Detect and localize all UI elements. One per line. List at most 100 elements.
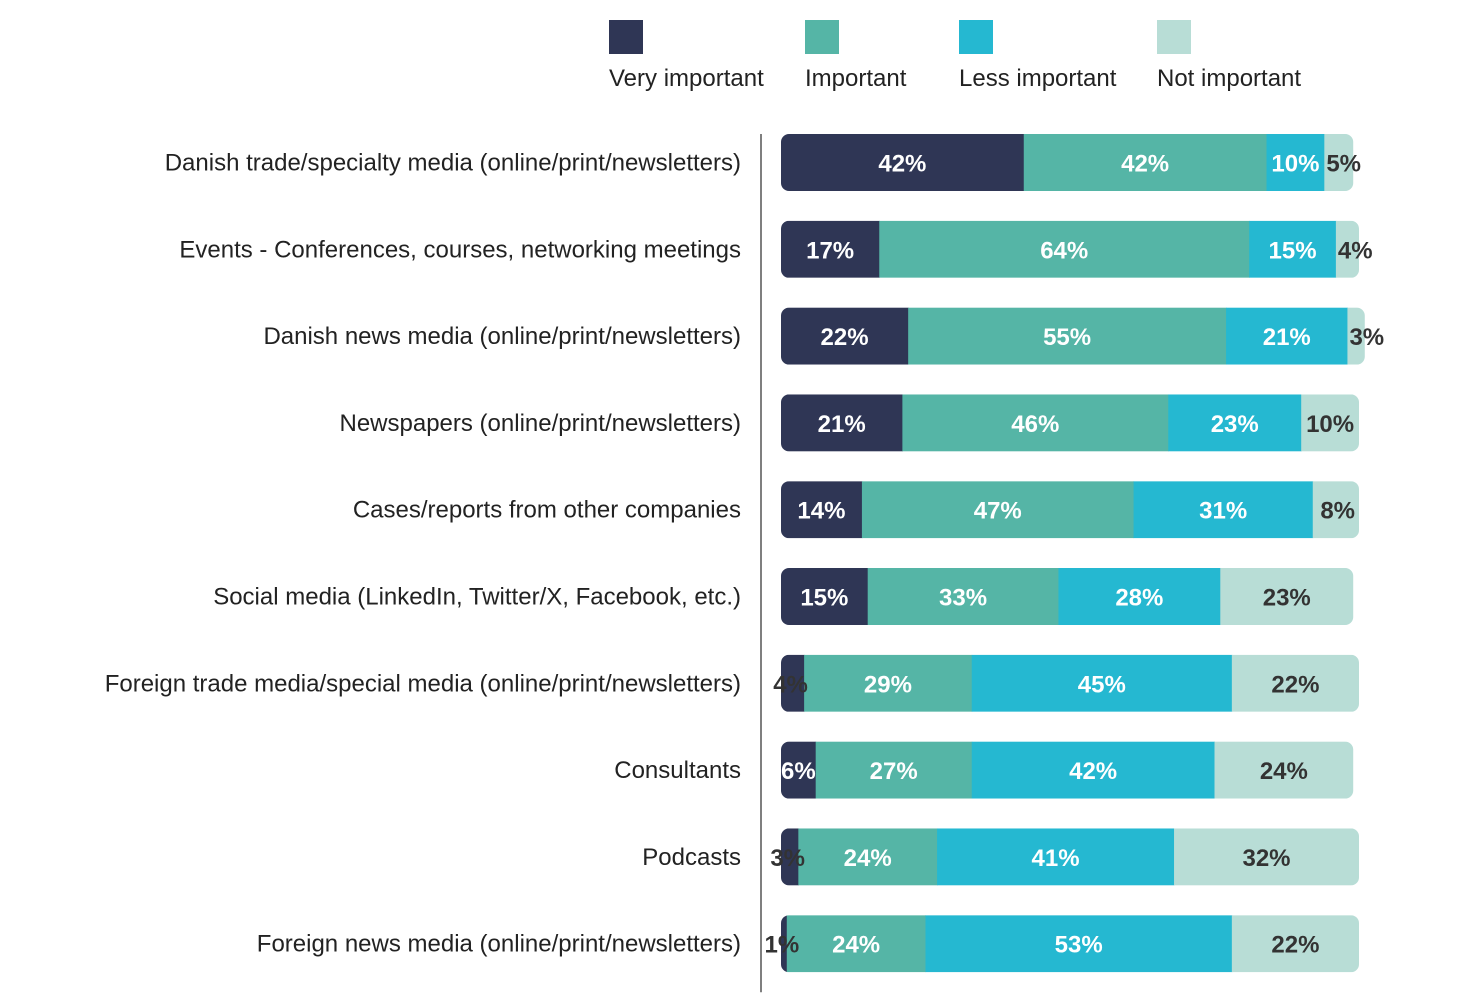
legend-item-very-important: Very important (609, 20, 764, 92)
legend-item-not-important: Not important (1157, 20, 1301, 92)
bar-row-foreign-trade-media-special-media-online-print-newsletters: Foreign trade media/special media (onlin… (105, 654, 1359, 712)
data-label-important: 27% (870, 758, 918, 785)
category-label: Foreign trade media/special media (onlin… (105, 670, 741, 697)
bar-segment-not-important (1174, 828, 1359, 886)
bar-segment-very-important (781, 481, 863, 539)
bar-segment-important (867, 568, 1059, 625)
bar-segment-not-important (1214, 741, 1354, 799)
data-label-less-important: 45% (1078, 671, 1126, 698)
data-label-less-important: 31% (1199, 498, 1247, 525)
category-label: Danish news media (online/print/newslett… (263, 323, 741, 350)
bar-segment-important (786, 915, 926, 973)
category-label: Danish trade/specialty media (online/pri… (165, 150, 741, 177)
data-label-less-important: 10% (1271, 151, 1319, 178)
bar-segment-not-important (1312, 481, 1359, 539)
bar-row-newspapers-online-print-newsletters: Newspapers (online/print/newsletters) 21%… (339, 394, 1359, 452)
data-label-very-important: 15% (800, 585, 848, 612)
bar-segment-very-important (781, 828, 799, 886)
bar-segments (781, 568, 1354, 625)
data-label-less-important: 28% (1115, 585, 1163, 612)
data-label-not-important: 5% (1326, 151, 1361, 178)
data-label-not-important: 4% (1338, 237, 1373, 264)
data-label-important: 24% (844, 845, 892, 872)
bar-segment-not-important (1231, 915, 1359, 973)
bar-segment-less-important (937, 828, 1175, 886)
bar-segments (781, 654, 1359, 712)
bar-row-cases-reports-from-other-companies: Cases/reports from other companies 14% 47%… (353, 481, 1359, 539)
bar-segment-important (1023, 134, 1268, 191)
bar-row-social-media-linkedin-twitter-x-facebook-etc: Social media (LinkedIn, Twitter/X, Faceb… (213, 568, 1354, 625)
legend-swatch (1157, 20, 1191, 54)
data-label-not-important: 32% (1242, 845, 1290, 872)
data-label-not-important: 23% (1263, 585, 1311, 612)
bar-segment-less-important (1133, 481, 1314, 539)
bar-row-danish-news-media-online-print-newsletters: Danish news media (online/print/newslett… (263, 307, 1384, 365)
data-label-very-important: 1% (765, 932, 800, 959)
data-label-not-important: 24% (1260, 758, 1308, 785)
category-label: Consultants (614, 757, 741, 784)
bar-segment-less-important (1266, 134, 1325, 191)
bar-segment-very-important (781, 741, 817, 799)
bar-segments (781, 134, 1354, 191)
bar-row-podcasts: Podcasts 3% 24% 41% 32% (642, 828, 1359, 886)
bar-segment-less-important (925, 915, 1233, 973)
bar-segment-less-important (1168, 394, 1302, 452)
bar-segment-very-important (781, 307, 909, 365)
bar-segments (781, 394, 1359, 452)
legend-swatch (805, 20, 839, 54)
bar-segments (781, 741, 1354, 799)
bar-segment-not-important (1347, 307, 1365, 365)
bar-segment-not-important (1231, 654, 1359, 712)
category-label: Social media (LinkedIn, Twitter/X, Faceb… (213, 584, 741, 611)
bar-segment-very-important (781, 654, 805, 712)
category-label: Events - Conferences, courses, networkin… (179, 236, 741, 263)
category-label: Foreign news media (online/print/newslet… (257, 931, 741, 958)
data-label-very-important: 17% (806, 237, 854, 264)
category-label: Cases/reports from other companies (353, 497, 741, 524)
data-label-less-important: 41% (1032, 845, 1080, 872)
bar-row-consultants: Consultants 6% 27% 42% 24% (614, 741, 1354, 799)
bar-segment-important (804, 654, 973, 712)
data-label-less-important: 15% (1269, 237, 1317, 264)
legend-item-important: Important (805, 20, 907, 92)
data-label-not-important: 22% (1271, 671, 1319, 698)
bar-segment-important (902, 394, 1169, 452)
data-label-important: 46% (1011, 411, 1059, 438)
bar-segment-not-important (1335, 220, 1359, 278)
data-label-less-important: 23% (1211, 411, 1259, 438)
data-label-very-important: 3% (770, 845, 805, 872)
legend-swatch (959, 20, 993, 54)
legend-label: Not important (1157, 65, 1301, 92)
bar-segment-very-important (781, 220, 880, 278)
bar-segment-important (908, 307, 1227, 365)
bar-segment-less-important (1058, 568, 1221, 625)
legend-label: Less important (959, 65, 1117, 92)
data-label-very-important: 6% (781, 758, 816, 785)
data-label-not-important: 8% (1320, 498, 1355, 525)
bar-segment-less-important (971, 654, 1233, 712)
data-label-important: 42% (1121, 151, 1169, 178)
bar-row-foreign-news-media-online-print-newsletters: Foreign news media (online/print/newslet… (257, 915, 1359, 973)
bar-segments (781, 915, 1359, 973)
legend-label: Very important (609, 65, 764, 92)
data-label-less-important: 53% (1055, 932, 1103, 959)
legend-swatch (609, 20, 643, 54)
bar-segment-important (798, 828, 938, 886)
legend-label: Important (805, 65, 907, 92)
data-label-not-important: 3% (1349, 324, 1384, 351)
data-label-important: 29% (864, 671, 912, 698)
data-label-not-important: 22% (1271, 932, 1319, 959)
bar-segments (781, 307, 1365, 365)
data-label-important: 24% (832, 932, 880, 959)
data-label-very-important: 4% (773, 671, 808, 698)
bar-segment-very-important (781, 394, 903, 452)
bar-segment-very-important (781, 915, 788, 973)
bar-segment-very-important (781, 568, 869, 625)
data-label-very-important: 14% (797, 498, 845, 525)
bar-segment-very-important (781, 134, 1025, 191)
data-label-less-important: 21% (1263, 324, 1311, 351)
data-label-very-important: 21% (818, 411, 866, 438)
category-label: Newspapers (online/print/newsletters) (339, 410, 741, 437)
bar-segment-important (815, 741, 973, 799)
data-label-important: 33% (939, 585, 987, 612)
